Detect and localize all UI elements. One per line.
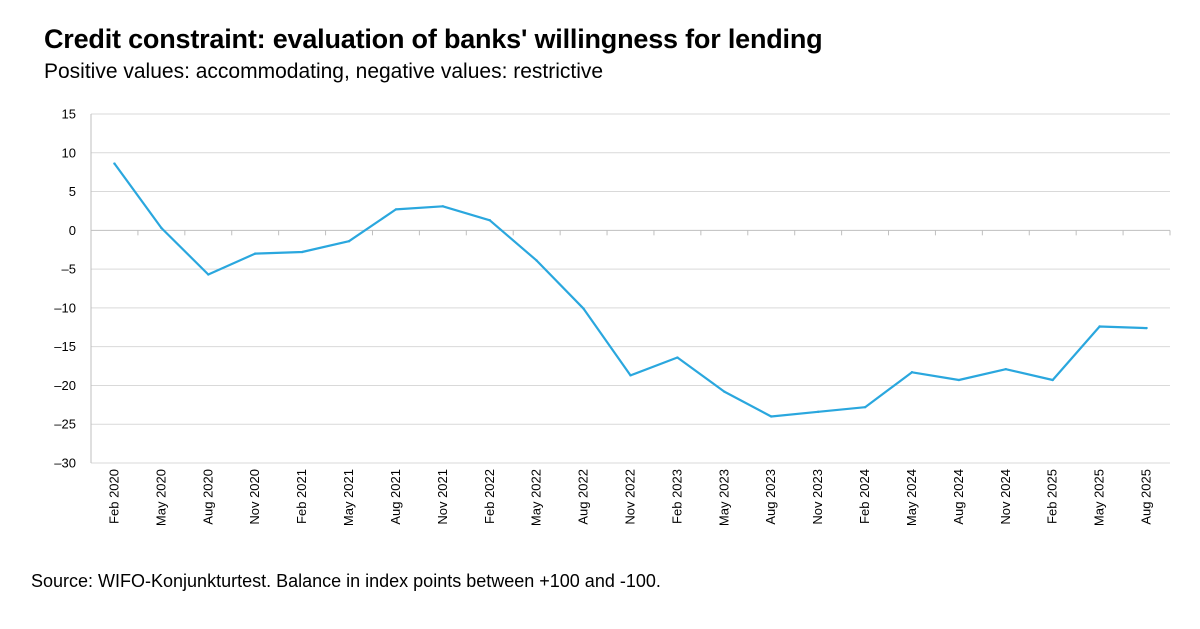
x-tick-label: Aug 2020	[200, 469, 215, 525]
data-point	[394, 208, 398, 211]
gridlines	[91, 113, 1170, 464]
y-tick-label: –20	[54, 378, 76, 393]
x-tick-label: Aug 2021	[388, 469, 403, 525]
x-tick-label: May 2024	[904, 469, 919, 526]
x-tick-label: Nov 2021	[435, 469, 450, 525]
series-group	[113, 162, 1148, 418]
data-point	[723, 390, 726, 393]
y-tick-label: 0	[69, 223, 76, 238]
data-point	[582, 307, 585, 310]
y-tick-label: 15	[62, 107, 76, 122]
data-point	[160, 226, 163, 230]
data-point	[253, 252, 257, 255]
data-point	[816, 410, 820, 414]
y-tick-label: –10	[54, 300, 76, 315]
data-point	[300, 250, 304, 254]
x-axis: Feb 2020 May 2020 Aug 2020 Nov 2020 Feb 2021…	[90, 114, 1171, 526]
x-tick-label: Feb 2022	[482, 469, 497, 524]
x-tick-label: Nov 2022	[623, 469, 638, 525]
data-point	[113, 162, 116, 165]
x-tick-label: Nov 2020	[247, 469, 262, 525]
series-line	[113, 162, 1148, 418]
data-point	[347, 239, 351, 243]
x-tick-label: May 2021	[341, 469, 356, 526]
data-point	[629, 374, 632, 377]
x-tick-label: Feb 2021	[294, 469, 309, 524]
data-point	[488, 219, 491, 222]
source-note: Source: WIFO-Konjunkturtest. Balance in …	[31, 571, 661, 591]
y-tick-label: –15	[54, 339, 76, 354]
data-point	[1051, 378, 1054, 382]
data-point	[770, 415, 773, 418]
data-point	[1145, 326, 1148, 330]
y-axis: 15 10 5 0 –5 –10 –15 –20 –25 –30	[54, 107, 76, 471]
data-point	[1004, 367, 1008, 371]
x-tick-label: Feb 2025	[1045, 469, 1060, 524]
y-tick-label: –5	[62, 262, 76, 277]
x-tick-label: May 2023	[716, 469, 731, 526]
data-point	[910, 371, 914, 374]
x-tick-label: Aug 2022	[576, 469, 591, 525]
x-tick-label: Aug 2025	[1139, 469, 1154, 525]
data-point	[535, 259, 538, 262]
data-point	[1098, 325, 1101, 328]
data-point	[441, 205, 445, 208]
x-tick-label: Feb 2024	[857, 469, 872, 524]
x-tick-label: Feb 2020	[106, 469, 121, 524]
y-tick-label: 5	[69, 184, 76, 199]
x-tick-label: Aug 2023	[763, 469, 778, 525]
x-tick-label: May 2020	[153, 469, 168, 526]
y-tick-label: –30	[54, 456, 76, 471]
chart-subtitle: Positive values: accommodating, negative…	[44, 60, 604, 83]
x-tick-label: Feb 2023	[669, 469, 684, 524]
x-tick-label: Nov 2023	[810, 469, 825, 525]
y-tick-label: 10	[62, 145, 76, 160]
x-tick-label: Aug 2024	[951, 469, 966, 525]
x-tick-label: May 2022	[529, 469, 544, 526]
x-tick-label: Nov 2024	[998, 469, 1013, 525]
data-point	[957, 378, 961, 382]
data-point	[207, 273, 210, 276]
data-point	[676, 356, 679, 359]
data-point	[863, 405, 867, 409]
x-tick-label: May 2025	[1092, 469, 1107, 526]
chart-title: Credit constraint: evaluation of banks' …	[44, 24, 823, 54]
y-tick-label: –25	[54, 417, 76, 432]
